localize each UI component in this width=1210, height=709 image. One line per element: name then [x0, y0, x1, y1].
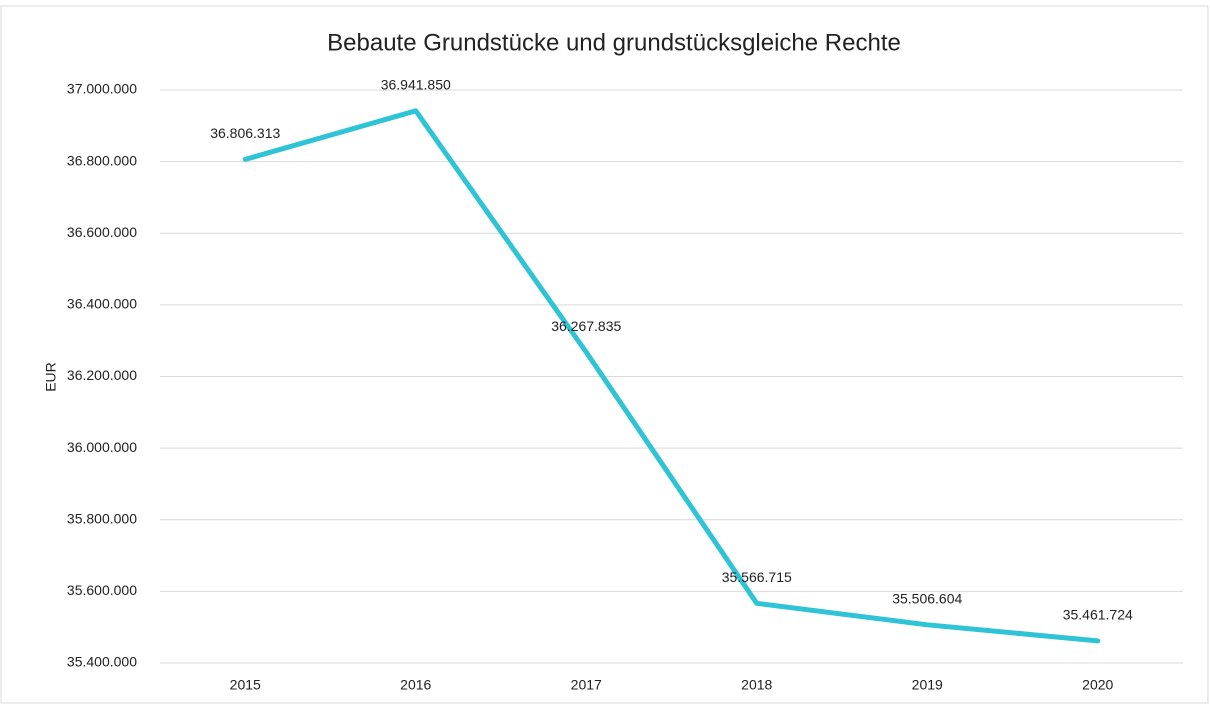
y-tick-label: 35.600.000: [67, 582, 137, 598]
data-label: 36.941.850: [381, 77, 451, 93]
y-tick-label: 36.800.000: [67, 152, 137, 168]
data-label: 35.566.715: [722, 569, 792, 585]
y-tick-label: 35.800.000: [67, 510, 137, 526]
x-tick-label: 2020: [1082, 677, 1113, 693]
y-tick-label: 37.000.000: [67, 81, 137, 97]
data-label: 36.806.313: [210, 125, 280, 141]
y-tick-label: 35.400.000: [67, 654, 137, 670]
x-tick-label: 2017: [571, 677, 602, 693]
y-tick-label: 36.600.000: [67, 224, 137, 240]
y-axis-label: EUR: [43, 362, 59, 392]
data-label: 35.461.724: [1063, 607, 1133, 623]
chart-title: Bebaute Grundstücke und grundstücksgleic…: [327, 29, 901, 56]
x-tick-label: 2016: [400, 677, 431, 693]
y-tick-label: 36.200.000: [67, 367, 137, 383]
x-tick-label: 2015: [230, 677, 261, 693]
chart-border: [0, 5, 1209, 704]
x-tick-label: 2019: [912, 677, 943, 693]
data-label: 35.506.604: [892, 591, 962, 607]
y-tick-label: 36.000.000: [67, 439, 137, 455]
data-line: [242, 108, 1101, 644]
x-tick-label: 2018: [741, 677, 772, 693]
data-label: 36.267.835: [551, 318, 621, 334]
y-tick-label: 36.400.000: [67, 296, 137, 312]
